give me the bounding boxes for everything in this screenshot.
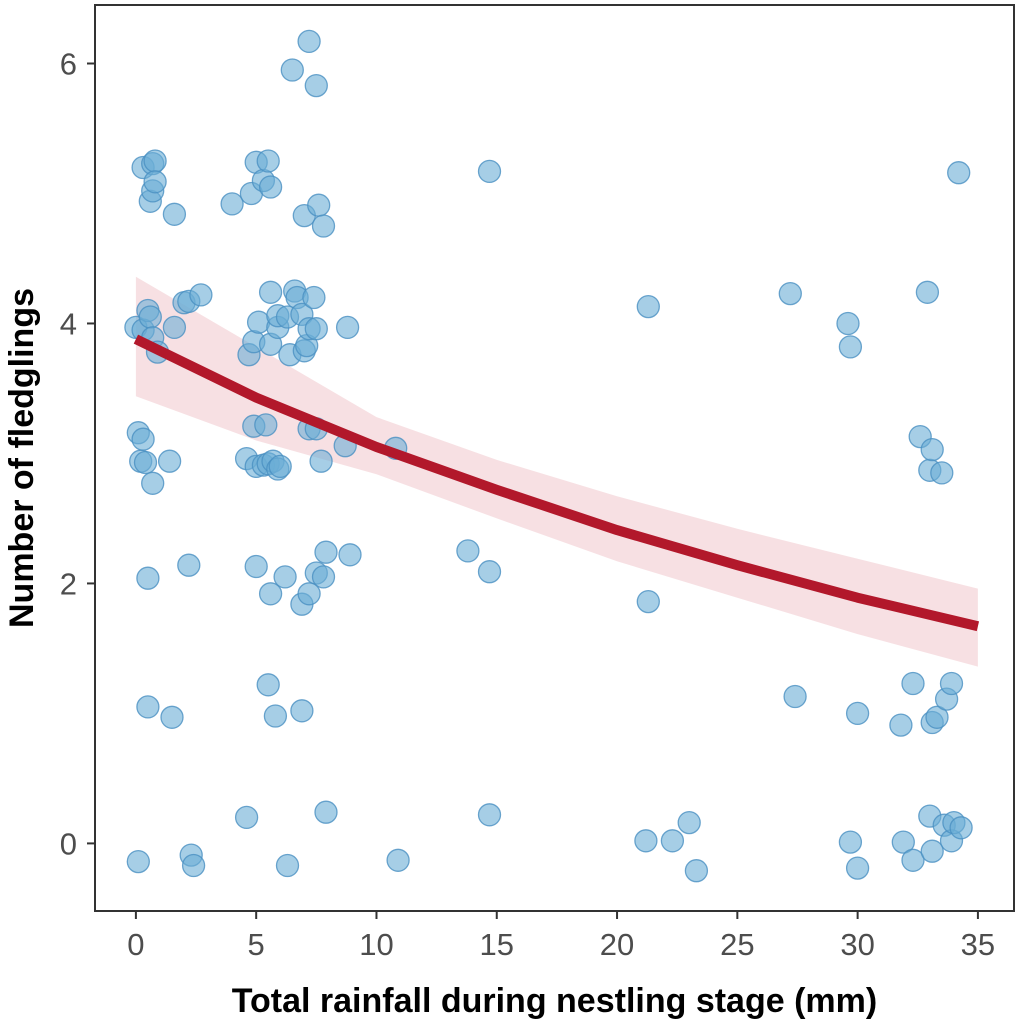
data-point: [256, 149, 280, 173]
data-point: [901, 848, 925, 872]
data-point: [268, 454, 292, 479]
x-tick-label: 0: [127, 927, 144, 962]
data-point: [143, 170, 167, 194]
data-point: [949, 816, 973, 840]
data-point: [273, 565, 297, 589]
data-point: [258, 175, 283, 199]
y-axis: 0 2 4 6: [60, 46, 95, 861]
data-point: [234, 805, 259, 830]
data-point: [290, 699, 314, 723]
x-axis: 0 5 10 15 20 25 30 35: [127, 911, 995, 962]
data-point: [636, 589, 660, 614]
data-point: [141, 471, 165, 495]
data-point: [244, 554, 268, 579]
data-point: [660, 829, 685, 853]
data-point: [126, 849, 150, 874]
x-tick-label: 35: [961, 927, 995, 962]
data-point: [920, 839, 944, 863]
data-points-layer: [124, 29, 973, 883]
data-point: [311, 565, 336, 589]
fit-line: [133, 334, 980, 632]
data-point: [838, 335, 863, 359]
y-axis-title: Number of fledglings: [3, 288, 41, 628]
y-tick-label: 2: [60, 566, 77, 601]
data-point: [133, 450, 158, 475]
data-point: [136, 566, 160, 590]
data-point: [386, 848, 410, 872]
data-point: [254, 413, 278, 437]
plot-panel: [94, 4, 1015, 912]
data-point: [189, 283, 213, 307]
data-point: [297, 29, 321, 54]
data-point: [677, 810, 701, 835]
data-point: [338, 543, 362, 567]
data-point: [778, 281, 802, 306]
data-point: [845, 701, 870, 726]
x-tick-label: 20: [600, 927, 634, 962]
plot-border: [94, 4, 1015, 912]
data-point: [177, 553, 201, 577]
data-point: [258, 582, 283, 606]
data-point: [157, 449, 182, 473]
data-point: [845, 856, 870, 880]
fit-line-layer: [133, 334, 980, 632]
data-point: [939, 671, 964, 696]
data-point: [947, 161, 971, 185]
data-point: [311, 214, 336, 238]
x-tick-label: 30: [840, 927, 874, 962]
data-point: [162, 202, 187, 226]
data-point: [684, 859, 709, 883]
data-point: [302, 285, 326, 310]
data-point: [275, 853, 300, 878]
data-point: [304, 73, 328, 98]
data-point: [220, 192, 244, 216]
y-tick-label: 4: [60, 306, 77, 341]
data-point: [925, 705, 949, 729]
data-point: [477, 560, 502, 584]
x-tick-label: 5: [248, 927, 265, 962]
data-point: [181, 853, 206, 878]
data-point: [891, 830, 915, 854]
data-point: [783, 684, 807, 709]
data-point: [162, 315, 187, 340]
data-point: [836, 311, 860, 336]
x-tick-label: 25: [720, 927, 754, 962]
y-tick-label: 0: [60, 826, 77, 861]
data-point: [304, 317, 328, 341]
data-point: [297, 582, 321, 606]
data-point: [901, 671, 925, 696]
data-point: [307, 193, 331, 217]
data-point: [280, 58, 304, 82]
x-tick-label: 10: [359, 927, 393, 962]
data-point: [160, 705, 184, 729]
data-point: [477, 159, 502, 184]
data-point: [314, 800, 338, 824]
data-point: [263, 704, 288, 728]
x-axis-title: Total rainfall during nestling stage (mm…: [232, 982, 877, 1020]
data-point: [920, 437, 944, 462]
data-point: [314, 540, 338, 564]
data-point: [477, 803, 502, 827]
data-point: [930, 461, 954, 485]
data-point: [256, 673, 280, 697]
data-point: [456, 539, 480, 563]
data-point: [634, 829, 658, 853]
data-point: [889, 713, 913, 737]
data-point: [136, 695, 160, 719]
data-point: [915, 280, 940, 304]
data-point: [309, 449, 333, 473]
data-point: [335, 315, 360, 340]
data-point: [143, 149, 167, 173]
y-tick-label: 6: [60, 46, 77, 81]
data-point: [838, 830, 863, 854]
data-point: [636, 294, 660, 319]
data-point: [131, 427, 155, 451]
data-point: [258, 280, 283, 304]
data-point: [138, 305, 162, 329]
x-tick-label: 15: [480, 927, 514, 962]
